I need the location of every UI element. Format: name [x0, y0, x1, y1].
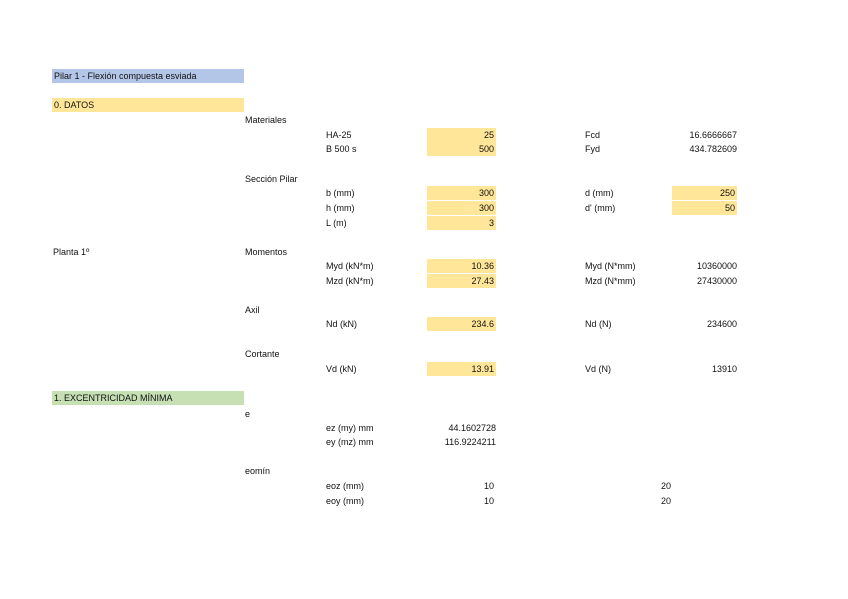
b-label[interactable]: b (mm)	[326, 188, 355, 198]
section-datos[interactable]: 0. DATOS	[52, 98, 244, 112]
eoy-value-2[interactable]: 20	[660, 496, 671, 506]
mzd-label[interactable]: Mzd (kN*m)	[326, 276, 374, 286]
eoz-value[interactable]: 10	[483, 481, 494, 491]
ha-label[interactable]: HA-25	[326, 130, 352, 140]
nd-value[interactable]: 234.6	[427, 317, 496, 331]
myd-nmm-value[interactable]: 10360000	[696, 261, 737, 271]
eoz-value-2[interactable]: 20	[660, 481, 671, 491]
group-cortante[interactable]: Cortante	[245, 349, 280, 359]
d-value[interactable]: 250	[672, 186, 737, 200]
dprime-label[interactable]: d' (mm)	[585, 203, 616, 213]
h-label[interactable]: h (mm)	[326, 203, 355, 213]
eoy-label[interactable]: eoy (mm)	[326, 496, 364, 506]
group-momentos[interactable]: Momentos	[245, 247, 288, 257]
ey-value[interactable]: 116.9224211	[444, 437, 496, 447]
ha-value[interactable]: 25	[427, 128, 496, 142]
ez-label[interactable]: ez (my) mm	[326, 423, 374, 433]
vd-value[interactable]: 13.91	[427, 362, 496, 376]
fyd-value[interactable]: 434.782609	[689, 144, 737, 154]
group-e[interactable]: e	[245, 409, 251, 419]
group-planta[interactable]: Planta 1º	[53, 247, 90, 257]
group-materiales[interactable]: Materiales	[245, 115, 287, 125]
eoz-label[interactable]: eoz (mm)	[326, 481, 364, 491]
myd-value[interactable]: 10.36	[427, 259, 496, 273]
b500-value[interactable]: 500	[427, 142, 496, 156]
h-value[interactable]: 300	[427, 201, 496, 215]
myd-nmm-label[interactable]: Myd (N*mm)	[585, 261, 636, 271]
l-value[interactable]: 3	[427, 216, 496, 230]
group-eomin[interactable]: eomín	[245, 466, 271, 476]
eoy-value[interactable]: 10	[483, 496, 494, 506]
group-seccion[interactable]: Sección Pilar	[245, 174, 298, 184]
nd-n-value[interactable]: 234600	[706, 319, 737, 329]
ey-label[interactable]: ey (mz) mm	[326, 437, 374, 447]
sheet-title[interactable]: Pilar 1 - Flexión compuesta esviada	[52, 69, 244, 83]
fcd-label[interactable]: Fcd	[585, 130, 601, 140]
mzd-nmm-label[interactable]: Mzd (N*mm)	[585, 276, 636, 286]
ez-value[interactable]: 44.1602728	[448, 423, 496, 433]
vd-n-value[interactable]: 13910	[711, 364, 737, 374]
b500-label[interactable]: B 500 s	[326, 144, 357, 154]
myd-label[interactable]: Myd (kN*m)	[326, 261, 374, 271]
b-value[interactable]: 300	[427, 186, 496, 200]
d-label[interactable]: d (mm)	[585, 188, 614, 198]
fyd-label[interactable]: Fyd	[585, 144, 601, 154]
nd-n-label[interactable]: Nd (N)	[585, 319, 612, 329]
dprime-value[interactable]: 50	[672, 201, 737, 215]
mzd-nmm-value[interactable]: 27430000	[696, 276, 737, 286]
nd-label[interactable]: Nd (kN)	[326, 319, 357, 329]
fcd-value[interactable]: 16.6666667	[689, 130, 737, 140]
vd-label[interactable]: Vd (kN)	[326, 364, 357, 374]
vd-n-label[interactable]: Vd (N)	[585, 364, 612, 374]
l-label[interactable]: L (m)	[326, 218, 347, 228]
group-axil[interactable]: Axil	[245, 305, 260, 315]
section-excentricidad[interactable]: 1. EXCENTRICIDAD MÍNIMA	[52, 391, 244, 405]
mzd-value[interactable]: 27.43	[427, 274, 496, 288]
